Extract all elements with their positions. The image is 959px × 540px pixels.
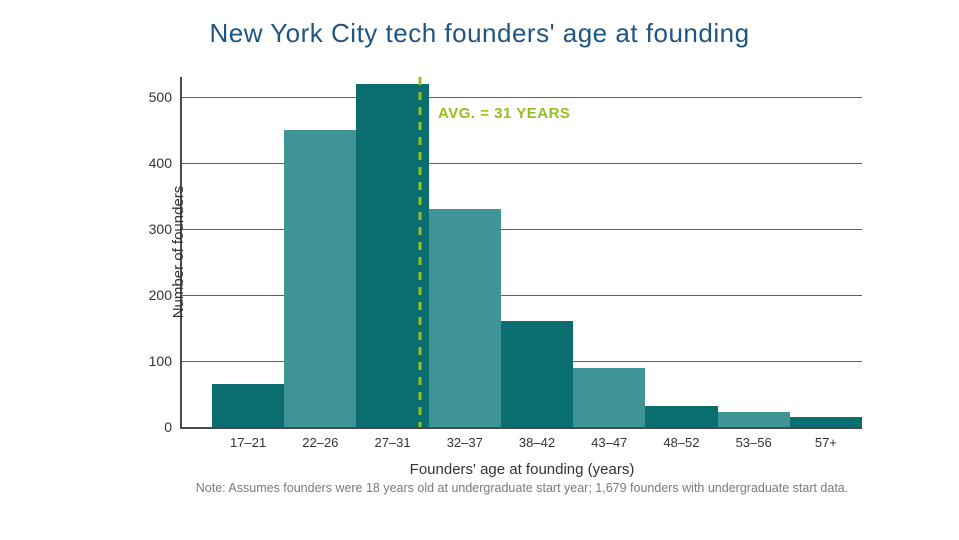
bar <box>501 321 573 427</box>
bar <box>790 417 862 427</box>
x-tick-label: 48–52 <box>663 427 699 450</box>
bar <box>284 130 356 427</box>
avg-label: AVG. = 31 YEARS <box>438 105 570 122</box>
footnote: Note: Assumes founders were 18 years old… <box>196 481 848 495</box>
y-tick-label: 300 <box>132 221 182 237</box>
chart-title: New York City tech founders' age at foun… <box>0 0 959 49</box>
x-tick-label: 22–26 <box>302 427 338 450</box>
bar <box>429 209 501 427</box>
x-tick-label: 27–31 <box>374 427 410 450</box>
y-tick-label: 0 <box>132 419 182 435</box>
y-tick-label: 400 <box>132 155 182 171</box>
x-tick-label: 32–37 <box>447 427 483 450</box>
x-tick-label: 43–47 <box>591 427 627 450</box>
x-axis-title: Founders' age at founding (years) <box>410 461 635 478</box>
chart-container: Number of founders Founders' age at foun… <box>180 77 860 427</box>
bar <box>573 368 645 427</box>
x-tick-label: 38–42 <box>519 427 555 450</box>
x-tick-label: 17–21 <box>230 427 266 450</box>
y-tick-label: 200 <box>132 287 182 303</box>
x-tick-label: 57+ <box>815 427 837 450</box>
y-tick-label: 100 <box>132 353 182 369</box>
bar <box>212 384 284 427</box>
x-tick-label: 53–56 <box>736 427 772 450</box>
y-tick-label: 500 <box>132 89 182 105</box>
bar <box>645 406 717 427</box>
plot-area: Number of founders Founders' age at foun… <box>180 77 862 429</box>
bar <box>718 412 790 427</box>
bar <box>356 84 428 427</box>
gridline <box>182 97 862 98</box>
